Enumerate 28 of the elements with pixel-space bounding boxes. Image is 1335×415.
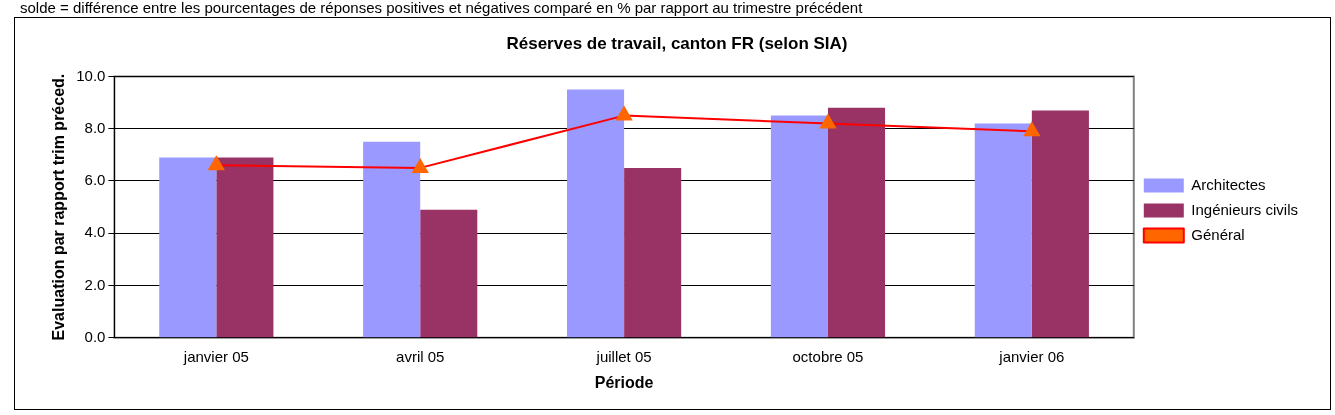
bar bbox=[827, 107, 886, 338]
x-tick-label: janvier 05 bbox=[182, 347, 249, 365]
legend-label: Général bbox=[1191, 225, 1245, 243]
y-axis-title: Evaluation par rapport trim préced. bbox=[50, 73, 68, 341]
bar bbox=[216, 157, 274, 338]
bar bbox=[770, 115, 828, 338]
bar bbox=[1031, 110, 1089, 338]
y-tick-label: 10.0 bbox=[76, 66, 106, 84]
x-tick-label: avril 05 bbox=[396, 347, 445, 365]
legend-label: Ingénieurs civils bbox=[1191, 200, 1298, 218]
bar bbox=[363, 141, 421, 338]
y-tick-label: 4.0 bbox=[84, 223, 106, 241]
x-tick-label: janvier 06 bbox=[998, 347, 1065, 365]
x-axis-title: Période bbox=[594, 373, 654, 391]
y-tick-label: 0.0 bbox=[84, 327, 106, 345]
x-tick-label: octobre 05 bbox=[792, 347, 864, 365]
y-tick-label: 2.0 bbox=[84, 275, 106, 293]
legend-label: Architectes bbox=[1191, 175, 1266, 193]
bar bbox=[159, 157, 217, 338]
bar bbox=[624, 167, 682, 338]
bar bbox=[567, 89, 625, 338]
y-tick-label: 8.0 bbox=[84, 118, 106, 136]
chart-title: Réserves de travail, canton FR (selon SIA) bbox=[506, 33, 848, 53]
x-tick-label: juillet 05 bbox=[595, 347, 652, 365]
bar bbox=[974, 123, 1032, 338]
text: solde = différence entre les pourcentages de réponses positives et négatives comparé en % par rapport au trimestre précédent bbox=[20, 0, 863, 16]
bar bbox=[420, 209, 478, 338]
y-tick-label: 6.0 bbox=[84, 171, 106, 189]
